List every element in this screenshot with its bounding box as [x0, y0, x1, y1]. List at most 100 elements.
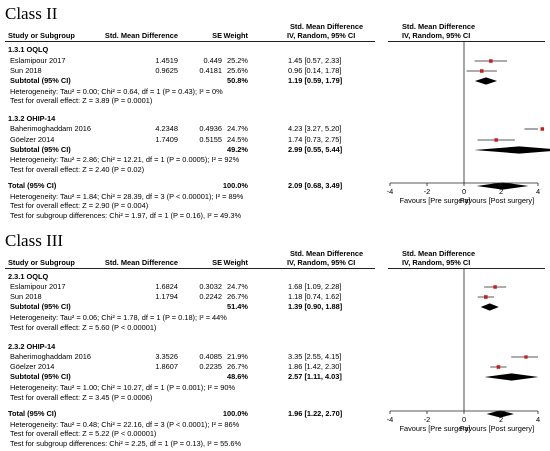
x-tick-label: 2 [499, 187, 503, 196]
x-tick-label: 4 [536, 187, 540, 196]
subtotal-weight: 48.6% [227, 372, 248, 381]
study-smd: 4.2348 [155, 124, 178, 133]
study-ci: 1.45 [0.57, 2.33] [288, 56, 342, 65]
subtotal-diamond [480, 303, 499, 311]
x-tick-label: 0 [462, 187, 466, 196]
subgroup-name: 2.3.2 OHIP-14 [8, 342, 56, 351]
study-smd: 1.6824 [155, 282, 178, 291]
subtotal-label: Subtotal (95% CI) [10, 145, 71, 154]
weight-column-header: Weight [223, 258, 249, 267]
study-point [493, 285, 497, 289]
study-name: Göelzer 2014 [10, 362, 55, 371]
study-name: Baherimoghaddam 2016 [10, 124, 91, 133]
study-column-header: Study or Subgroup [8, 258, 75, 267]
subgroup-heterogeneity: Heterogeneity: Tau² = 0.06; Chi² = 1.78,… [10, 313, 227, 322]
subtotal-ci: 1.19 [0.59, 1.79] [288, 76, 343, 85]
study-weight: 24.5% [227, 135, 248, 144]
plot-column-header-bottom: IV, Random, 95% CI [402, 258, 471, 267]
favours-left-label: Favours [Pre surgery] [399, 424, 470, 433]
x-tick-label: -2 [424, 187, 431, 196]
x-tick-label: -2 [424, 415, 431, 424]
total-heterogeneity: Heterogeneity: Tau² = 0.48; Chi² = 22.16… [10, 420, 240, 429]
study-smd: 1.4519 [155, 56, 178, 65]
study-smd: 3.3526 [155, 352, 178, 361]
study-smd: 0.9625 [155, 66, 178, 75]
se-column-header: SE [212, 258, 222, 267]
total-heterogeneity: Heterogeneity: Tau² = 1.84; Chi² = 28.39… [10, 192, 244, 201]
study-ci: 0.96 [0.14, 1.78] [288, 66, 342, 75]
x-tick-label: 0 [462, 415, 466, 424]
study-smd: 1.1794 [155, 292, 178, 301]
se-column-header: SE [212, 31, 222, 40]
subgroup-differences: Test for subgroup differences: Chi² = 1.… [10, 211, 242, 220]
total-diamond [476, 182, 529, 190]
total-overall-effect: Test for overall effect: Z = 5.22 (P < 0… [10, 429, 157, 438]
total-weight: 100.0% [222, 409, 248, 418]
study-point [524, 355, 528, 359]
study-weight: 21.9% [227, 352, 248, 361]
study-weight: 24.7% [227, 282, 248, 291]
subtotal-label: Subtotal (95% CI) [10, 302, 71, 311]
ci-column-header-top: Std. Mean Difference [290, 22, 364, 31]
study-weight: 26.7% [227, 292, 248, 301]
study-point [489, 59, 493, 63]
plot-column-header-top: Std. Mean Difference [402, 249, 476, 258]
study-ci: 1.18 [0.74, 1.62] [288, 292, 342, 301]
subgroup-name: 1.3.1 OQLQ [8, 45, 49, 54]
subtotal-ci: 2.57 [1.11, 4.03] [288, 372, 342, 381]
total-diamond [486, 410, 514, 418]
study-se: 0.5155 [199, 135, 222, 144]
subtotal-ci: 1.39 [0.90, 1.88] [288, 302, 343, 311]
ci-column-header-bottom: IV, Random, 95% CI [287, 258, 356, 267]
study-name: Eslamipour 2017 [10, 282, 66, 291]
subgroup-overall-effect: Test for overall effect: Z = 3.45 (P = 0… [10, 393, 153, 402]
header-rule-plot [388, 41, 545, 42]
study-ci: 1.74 [0.73, 2.75] [288, 135, 342, 144]
ci-column-header-top: Std. Mean Difference [290, 249, 364, 258]
study-weight: 25.2% [227, 56, 248, 65]
favours-left-label: Favours [Pre surgery] [399, 196, 470, 205]
subgroup-heterogeneity: Heterogeneity: Tau² = 0.00; Chi² = 0.64,… [10, 87, 223, 96]
study-name: Sun 2018 [10, 292, 42, 301]
subtotal-label: Subtotal (95% CI) [10, 372, 71, 381]
study-point [494, 138, 498, 142]
study-se: 0.4936 [199, 124, 222, 133]
ci-column-header-bottom: IV, Random, 95% CI [287, 31, 356, 40]
favours-right-label: Favours [Post surgery] [460, 424, 534, 433]
study-point [496, 365, 501, 369]
total-label: Total (95% CI) [8, 409, 57, 418]
subgroup-heterogeneity: Heterogeneity: Tau² = 1.00; Chi² = 10.27… [10, 383, 236, 392]
subtotal-weight: 49.2% [227, 145, 248, 154]
subtotal-label: Subtotal (95% CI) [10, 76, 71, 85]
subtotal-ci: 2.99 [0.55, 5.44] [288, 145, 343, 154]
plot-column-header-bottom: IV, Random, 95% CI [402, 31, 471, 40]
study-name: Baherimoghaddam 2016 [10, 352, 91, 361]
study-point [479, 69, 484, 73]
smd-column-header: Std. Mean Difference [104, 258, 178, 267]
header-rule-plot [388, 268, 545, 269]
study-se: 0.3032 [199, 282, 222, 291]
study-name: Eslamipour 2017 [10, 56, 66, 65]
x-tick-label: -4 [387, 415, 394, 424]
study-smd: 1.7409 [155, 135, 178, 144]
study-ci: 4.23 [3.27, 5.20] [288, 124, 342, 133]
total-label: Total (95% CI) [8, 181, 57, 190]
study-ci: 3.35 [2.55, 4.15] [288, 352, 342, 361]
x-tick-label: 2 [499, 415, 503, 424]
study-se: 0.4085 [199, 352, 222, 361]
subgroup-name: 2.3.1 OQLQ [8, 272, 49, 281]
subtotal-diamond [484, 373, 539, 381]
header-rule [5, 268, 375, 269]
total-weight: 100.0% [222, 181, 248, 190]
study-smd: 1.8607 [155, 362, 178, 371]
favours-right-label: Favours [Post surgery] [460, 196, 534, 205]
subtotal-weight: 51.4% [227, 302, 248, 311]
x-tick-label: 4 [536, 415, 540, 424]
weight-column-header: Weight [223, 31, 249, 40]
panel-title: Class III [5, 231, 64, 250]
subgroup-heterogeneity: Heterogeneity: Tau² = 2.86; Chi² = 12.21… [10, 155, 240, 164]
study-se: 0.2242 [199, 292, 222, 301]
study-column-header: Study or Subgroup [8, 31, 75, 40]
